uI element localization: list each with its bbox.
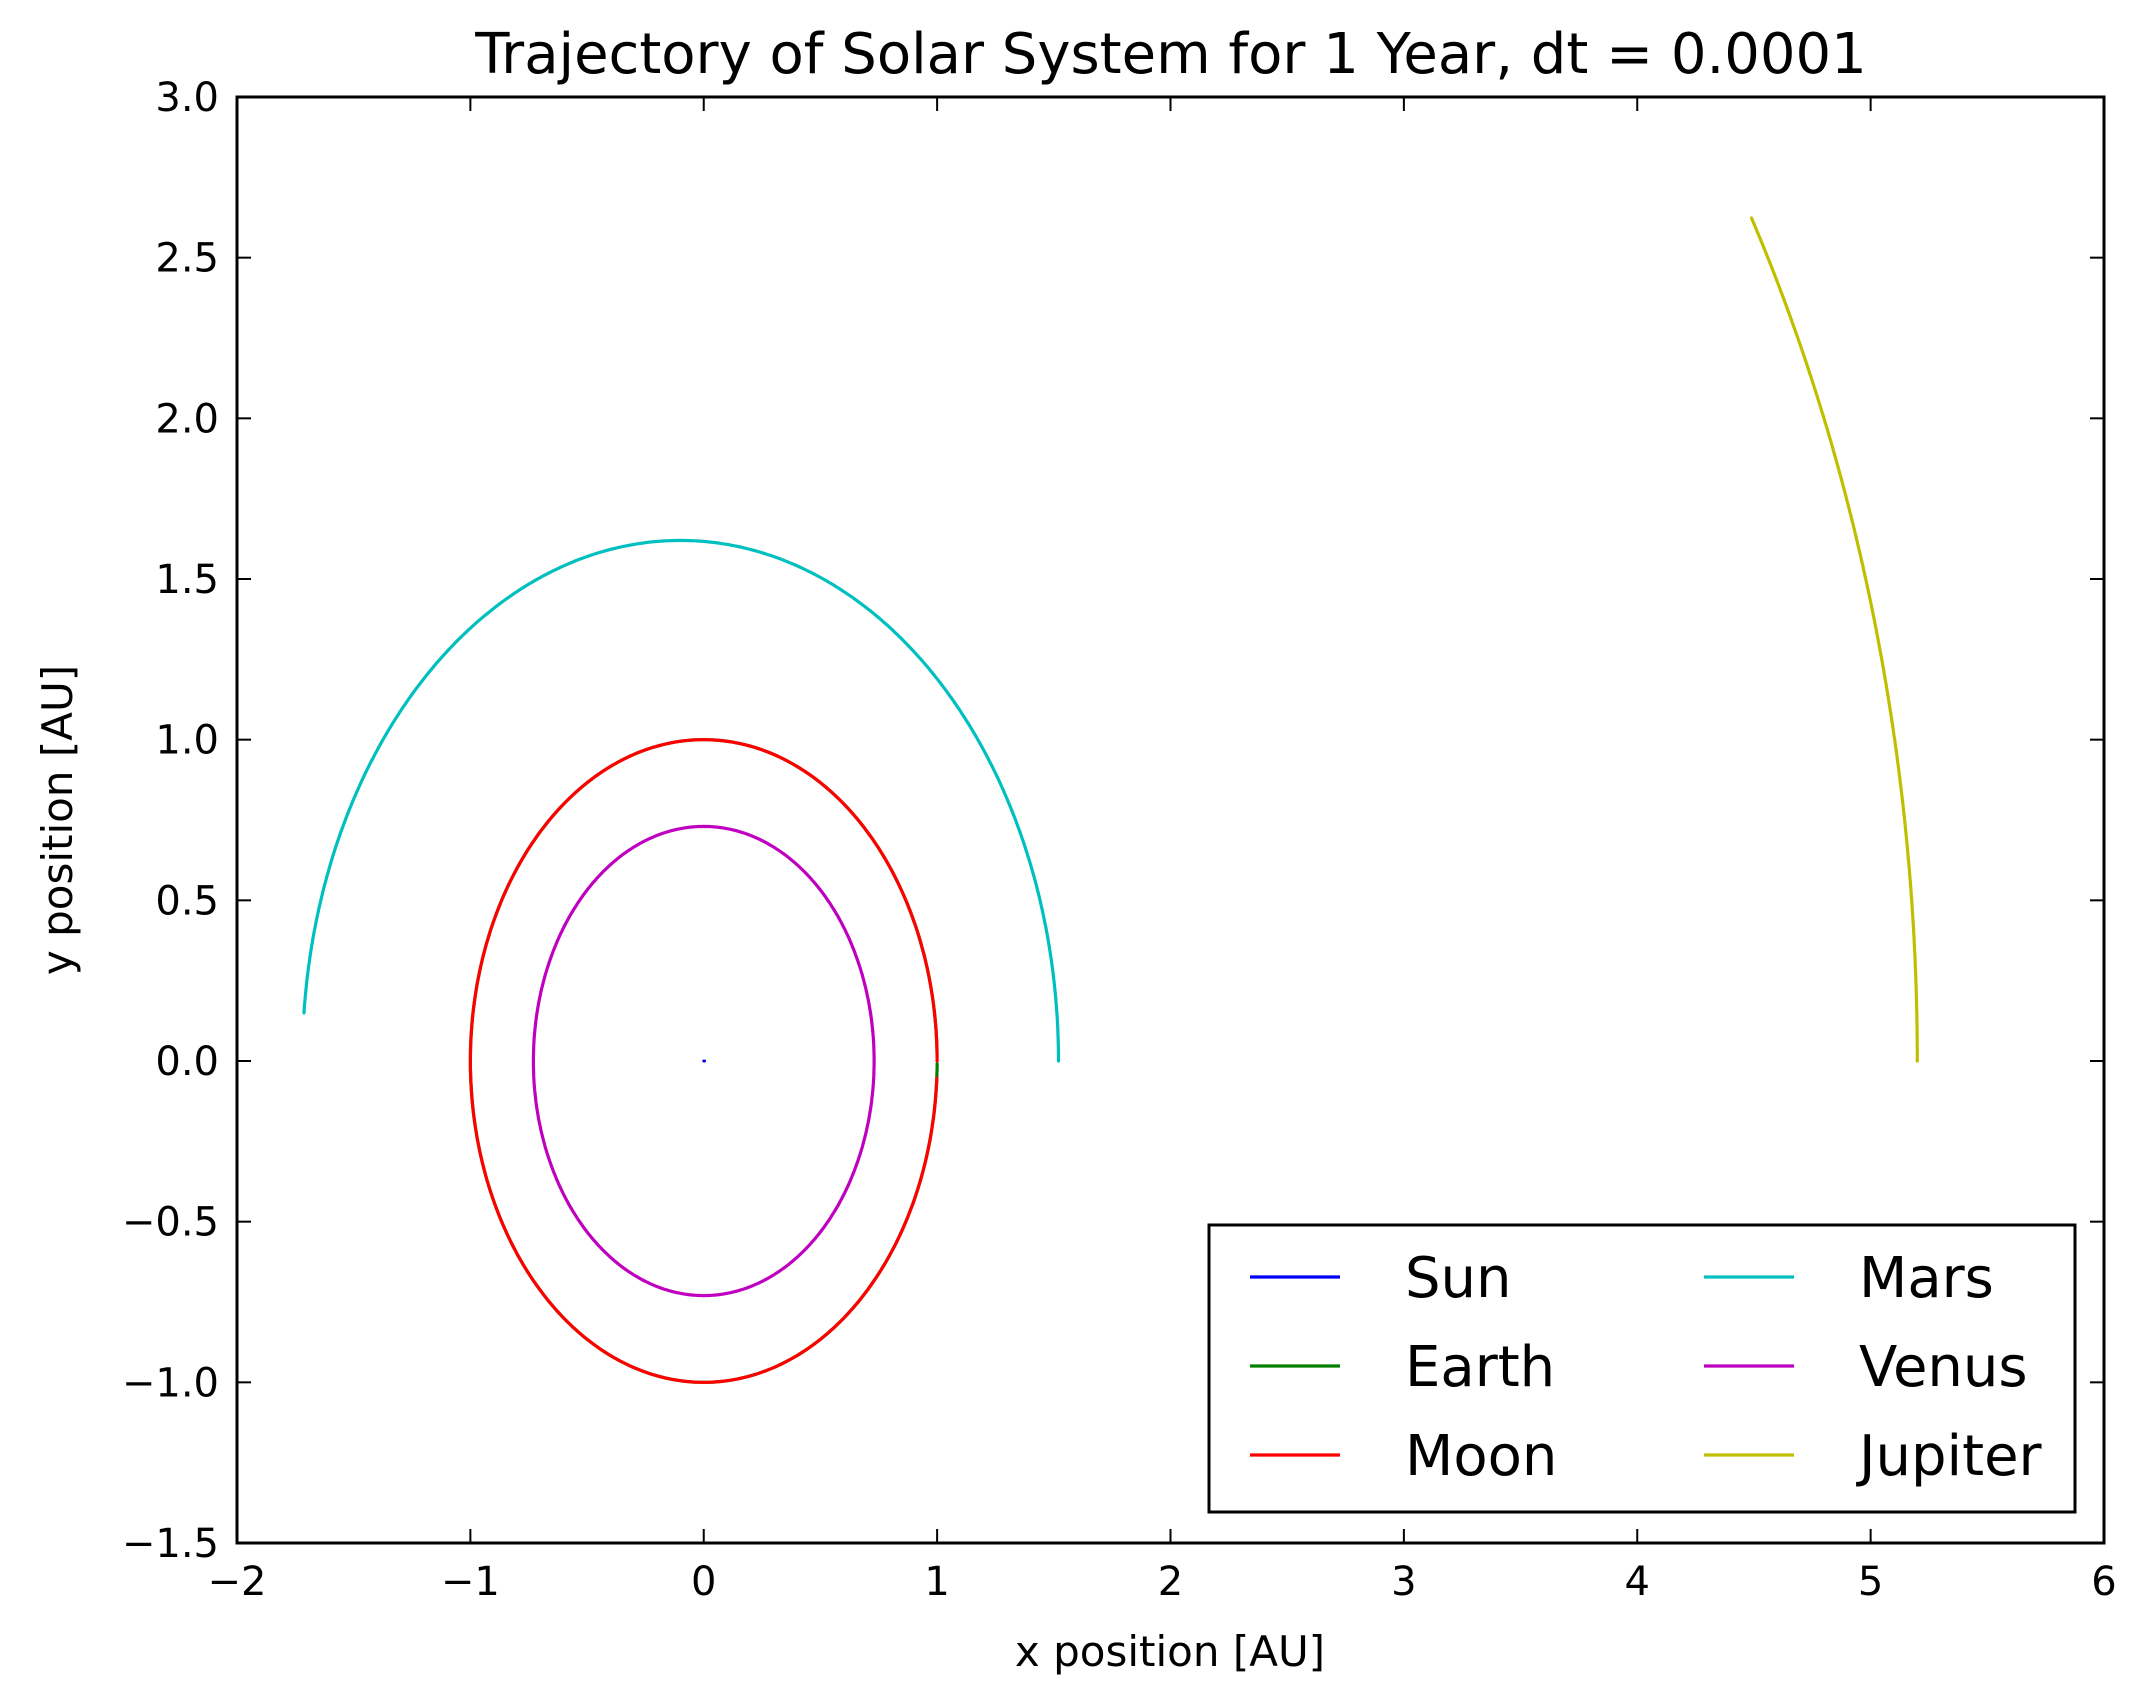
y-tick-label: 3.0: [155, 75, 219, 121]
series-jupiter-line: [1749, 216, 1919, 1063]
series-moon-line: [468, 738, 939, 1384]
y-tick-label: −1.5: [122, 1521, 219, 1567]
x-tick-label: 4: [1625, 1559, 1650, 1605]
plot-frame: [235, 95, 2106, 1545]
legend-label-jupiter: Jupiter: [1856, 1424, 2043, 1489]
legend-label-sun: Sun: [1405, 1246, 1512, 1311]
x-tick-label: 2: [1158, 1559, 1183, 1605]
x-axis-label: x position [AU]: [1015, 1627, 1325, 1676]
legend-label-mars: Mars: [1859, 1246, 1994, 1311]
series-venus-line: [531, 824, 876, 1298]
series-mars-line: [302, 538, 1061, 1063]
legend-label-venus: Venus: [1859, 1335, 2028, 1400]
legend-label-moon: Moon: [1405, 1424, 1557, 1489]
y-tick-label: 1.5: [155, 557, 219, 603]
legend: Sun Earth Moon Mars Venus Jupiter: [1207, 1223, 2077, 1514]
y-tick-label: 0.0: [155, 1039, 219, 1085]
x-tick-label: 0: [691, 1559, 716, 1605]
axis-ticks: −2 −1 0 1 2 3 4 5 6 −1.5 −1.0 −0.5 0.0 0.5 1.0 1.5 2.0 2.…: [122, 75, 2117, 1605]
x-tick-label: 3: [1391, 1559, 1416, 1605]
x-tick-label: −1: [441, 1559, 500, 1605]
plot-area: [302, 216, 1919, 1384]
y-tick-label: −1.0: [122, 1360, 219, 1406]
y-axis-label: y position [AU]: [33, 665, 82, 975]
y-tick-label: 2.5: [155, 236, 219, 282]
chart-title: Trajectory of Solar System for 1 Year, d…: [474, 22, 1867, 87]
legend-label-earth: Earth: [1405, 1335, 1555, 1400]
x-tick-label: 5: [1858, 1559, 1883, 1605]
x-tick-label: 1: [924, 1559, 949, 1605]
y-tick-label: −0.5: [122, 1200, 219, 1246]
legend-box: [1207, 1223, 2077, 1514]
y-tick-label: 1.0: [155, 718, 219, 764]
x-tick-label: 6: [2091, 1559, 2116, 1605]
y-tick-label: 0.5: [155, 878, 219, 924]
y-tick-label: 2.0: [155, 396, 219, 442]
x-tick-label: −2: [208, 1559, 267, 1605]
